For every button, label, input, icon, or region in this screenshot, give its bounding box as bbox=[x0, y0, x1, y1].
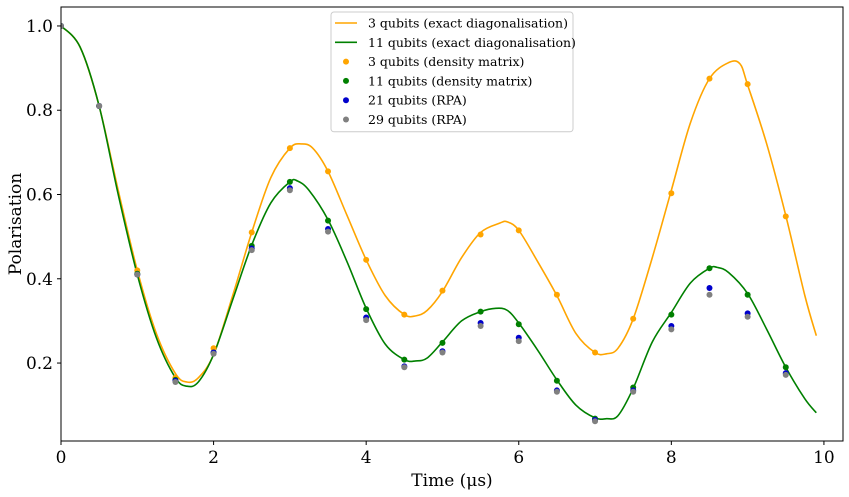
data-point bbox=[592, 349, 599, 356]
legend-label: 11 qubits (exact diagonalisation) bbox=[368, 35, 576, 50]
legend-marker-swatch bbox=[343, 58, 349, 65]
x-axis-ticks: 0 2 4 6 8 10 bbox=[56, 441, 835, 468]
legend-item: 3 qubits (exact diagonalisation) bbox=[335, 16, 568, 31]
data-point bbox=[286, 145, 293, 152]
legend-marker-swatch bbox=[343, 77, 349, 84]
legend-box bbox=[330, 11, 574, 133]
data-point bbox=[286, 187, 293, 194]
data-point bbox=[439, 287, 446, 294]
data-point bbox=[782, 364, 789, 371]
x-tick-label: 10 bbox=[813, 448, 835, 468]
data-point bbox=[401, 356, 408, 363]
x-tick-label: 4 bbox=[361, 448, 372, 468]
y-tick-label: 0.8 bbox=[26, 101, 53, 121]
legend-label: 3 qubits (exact diagonalisation) bbox=[368, 16, 568, 31]
data-point bbox=[553, 377, 560, 384]
legend: 3 qubits (exact diagonalisation) 11 qubit… bbox=[330, 11, 576, 133]
data-point bbox=[363, 256, 370, 263]
data-point bbox=[61, 22, 64, 29]
data-point bbox=[401, 364, 408, 371]
data-point bbox=[744, 291, 751, 298]
data-point bbox=[515, 227, 522, 234]
data-point bbox=[668, 326, 675, 333]
data-point bbox=[210, 345, 217, 352]
data-point bbox=[286, 178, 293, 185]
legend-item: 21 qubits (RPA) bbox=[343, 93, 467, 108]
data-point bbox=[248, 247, 255, 254]
data-point bbox=[668, 311, 675, 318]
x-tick-label: 0 bbox=[56, 448, 67, 468]
series-layer bbox=[61, 22, 818, 425]
legend-item: 3 qubits (density matrix) bbox=[343, 54, 524, 69]
data-point bbox=[363, 306, 370, 313]
series-line-1 bbox=[61, 25, 817, 421]
data-point bbox=[439, 339, 446, 346]
legend-label: 3 qubits (density matrix) bbox=[368, 54, 524, 69]
legend-label: 21 qubits (RPA) bbox=[368, 93, 467, 108]
data-point bbox=[592, 418, 599, 425]
x-tick-label: 2 bbox=[208, 448, 219, 468]
y-axis-ticks: 0.2 0.4 0.6 0.8 1.0 bbox=[26, 17, 61, 374]
legend-label: 11 qubits (density matrix) bbox=[368, 73, 532, 88]
data-point bbox=[134, 271, 141, 278]
y-axis-label: Polarisation bbox=[6, 173, 26, 275]
legend-marker-swatch bbox=[343, 116, 349, 123]
y-tick-label: 0.4 bbox=[26, 270, 53, 290]
data-point bbox=[210, 350, 217, 357]
data-point bbox=[706, 75, 713, 82]
data-point bbox=[782, 213, 789, 220]
data-point bbox=[248, 229, 255, 236]
y-tick-label: 0.2 bbox=[26, 354, 53, 374]
x-tick-label: 6 bbox=[513, 448, 524, 468]
data-point bbox=[744, 313, 751, 320]
x-tick-label: 8 bbox=[666, 448, 677, 468]
data-point bbox=[325, 228, 332, 235]
legend-label: 29 qubits (RPA) bbox=[368, 112, 467, 127]
legend-item: 11 qubits (exact diagonalisation) bbox=[335, 35, 576, 50]
legend-item: 29 qubits (RPA) bbox=[343, 112, 467, 127]
data-point bbox=[782, 371, 789, 378]
data-point bbox=[477, 322, 484, 329]
y-tick-label: 1.0 bbox=[26, 17, 53, 37]
data-point bbox=[477, 231, 484, 238]
data-point bbox=[325, 217, 332, 224]
data-point bbox=[439, 349, 446, 356]
data-point bbox=[630, 315, 637, 322]
data-point bbox=[401, 311, 408, 318]
data-point bbox=[553, 291, 560, 298]
data-point bbox=[477, 308, 484, 315]
data-point bbox=[706, 291, 713, 298]
legend-marker-swatch bbox=[343, 97, 349, 104]
legend-item: 11 qubits (density matrix) bbox=[343, 73, 532, 88]
data-point bbox=[630, 388, 637, 395]
plot-frame bbox=[60, 6, 844, 442]
data-point bbox=[553, 388, 560, 395]
data-point bbox=[172, 379, 179, 386]
data-point bbox=[706, 285, 713, 292]
data-point bbox=[744, 81, 751, 88]
data-point bbox=[668, 190, 675, 197]
x-axis-label: Time (μs) bbox=[411, 471, 492, 491]
data-point bbox=[706, 265, 713, 272]
data-point bbox=[363, 317, 370, 324]
data-point bbox=[515, 321, 522, 328]
data-point bbox=[325, 168, 332, 175]
data-point bbox=[515, 338, 522, 345]
data-point bbox=[96, 103, 103, 110]
series-points-5 bbox=[61, 22, 789, 425]
y-tick-label: 0.6 bbox=[26, 186, 53, 206]
